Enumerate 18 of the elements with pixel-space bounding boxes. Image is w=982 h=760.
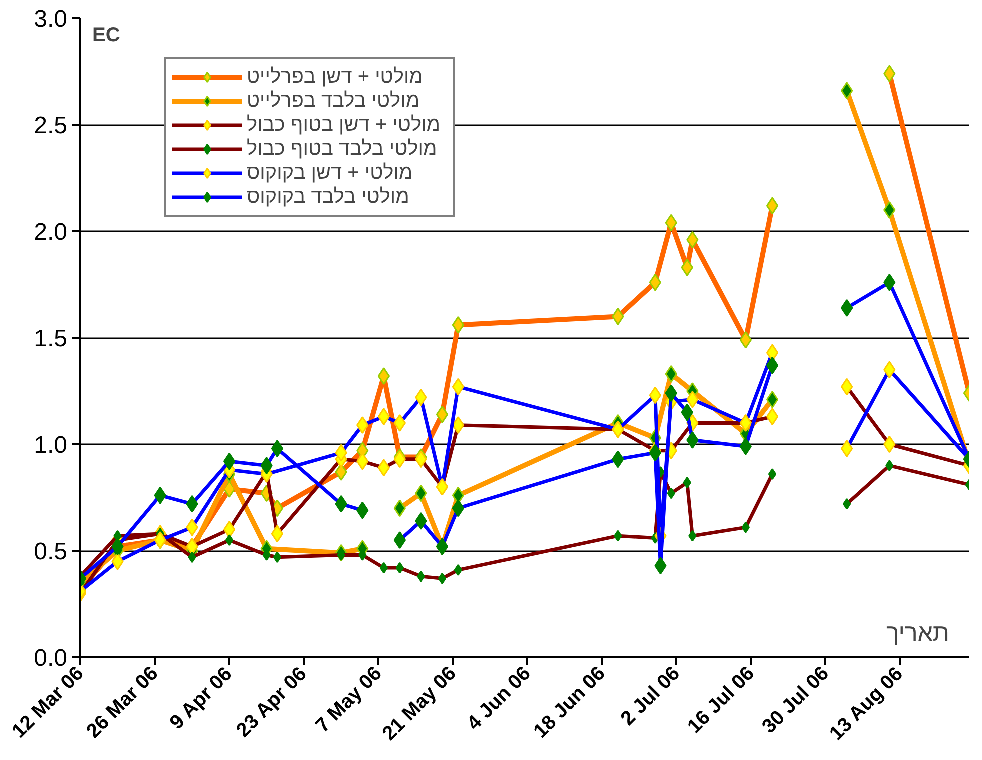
legend-label: מולטי + דשן בפרלייט bbox=[247, 65, 424, 89]
legend-label: מולטי בלבד בטוף כבול bbox=[247, 137, 438, 161]
y-tick-label: 3.0 bbox=[34, 6, 68, 33]
legend-label: מולטי + דשן בקוקוס bbox=[247, 161, 414, 185]
y-axis-title: EC bbox=[92, 24, 120, 46]
y-tick-label: 2.0 bbox=[34, 219, 68, 246]
x-tick-label: 2 Jul 06 bbox=[617, 662, 684, 730]
y-tick-label: 2.5 bbox=[34, 112, 68, 140]
legend-label: מולטי + דשן בטוף כבול bbox=[247, 113, 442, 137]
x-tick-label: 26 Mar 06 bbox=[82, 662, 163, 743]
y-tick-label: 1.0 bbox=[34, 432, 68, 459]
y-tick-label: 0.5 bbox=[34, 538, 68, 566]
x-tick-label: 16 Jul 06 bbox=[684, 662, 760, 738]
y-tick-label: 0.0 bbox=[34, 645, 68, 672]
legend-label: מולטי בלבד בפרלייט bbox=[247, 89, 421, 113]
legend-label: מולטי בלבד בקוקוס bbox=[247, 185, 410, 209]
y-tick-label: 1.5 bbox=[34, 326, 68, 352]
x-axis-title: תאריך bbox=[886, 620, 950, 647]
